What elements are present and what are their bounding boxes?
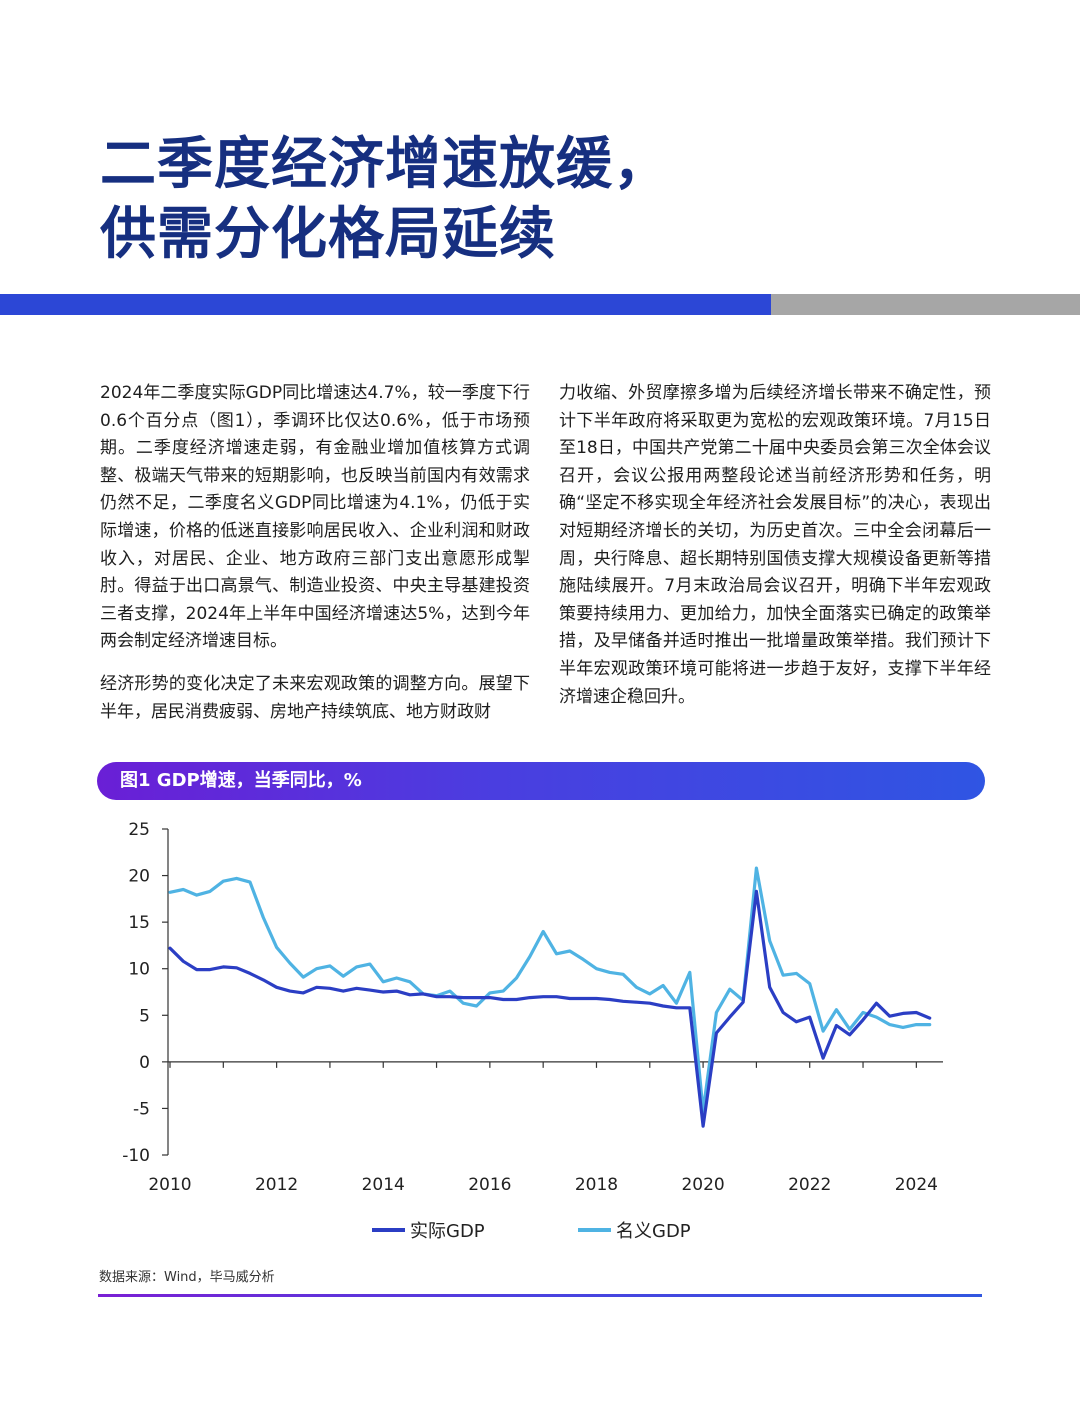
page-title-line2: 供需分化格局延续 [100, 202, 556, 267]
x-tick-label: 2022 [788, 1175, 831, 1195]
right-column: 力收缩、外贸摩擦多增为后续经济增长带来不确定性，预计下半年政府将采取更为宽松的宏… [559, 380, 991, 726]
bottom-divider [98, 1294, 982, 1297]
grey-bar [771, 294, 1080, 315]
y-tick-label: 5 [139, 1006, 150, 1026]
right-paragraph-1: 力收缩、外贸摩擦多增为后续经济增长带来不确定性，预计下半年政府将采取更为宽松的宏… [559, 383, 991, 707]
y-tick-label: 20 [128, 867, 150, 887]
figure-banner [97, 762, 985, 800]
accent-bar [0, 294, 771, 315]
x-tick-label: 2016 [468, 1175, 511, 1195]
y-tick-label: 10 [128, 960, 150, 980]
x-tick-label: 2014 [362, 1175, 405, 1195]
gdp-line-chart: -10 -5 0 5 10 15 20 25 2010 2012 2014 2016 2018 2020 2… [122, 820, 943, 1242]
x-tick-label: 2012 [255, 1175, 298, 1195]
y-tick-label: -10 [122, 1146, 150, 1166]
x-tick-label: 2020 [681, 1175, 724, 1195]
x-tick-label: 2018 [575, 1175, 618, 1195]
page-title: 二季度经济增速放缓， 供需分化格局延续 [100, 130, 670, 270]
y-tick-label: 25 [128, 820, 150, 840]
left-column: 2024年二季度实际GDP同比增速达4.7%，较一季度下行0.6个百分点（图1）… [100, 380, 530, 741]
left-paragraph-2: 经济形势的变化决定了未来宏观政策的调整方向。展望下半年，居民消费疲弱、房地产持续… [100, 673, 530, 722]
data-source: 数据来源：Wind，毕马威分析 [99, 1270, 275, 1285]
series-line-nominal-gdp [168, 866, 932, 1113]
legend-label: 实际GDP [410, 1221, 485, 1242]
left-paragraph-1: 2024年二季度实际GDP同比增速达4.7%，较一季度下行0.6个百分点（图1）… [100, 383, 530, 652]
legend-label: 名义GDP [616, 1221, 691, 1242]
x-tick-label: 2010 [148, 1175, 191, 1195]
y-tick-label: 15 [128, 913, 150, 933]
y-tick-label: 0 [139, 1053, 150, 1073]
page-title-line1: 二季度经济增速放缓， [100, 132, 670, 197]
figure-title: 图1 GDP增速，当季同比，% [120, 770, 362, 791]
x-tick-label: 2024 [895, 1175, 938, 1195]
y-tick-label: -5 [133, 1099, 150, 1119]
series-line-real-gdp [168, 889, 932, 1128]
